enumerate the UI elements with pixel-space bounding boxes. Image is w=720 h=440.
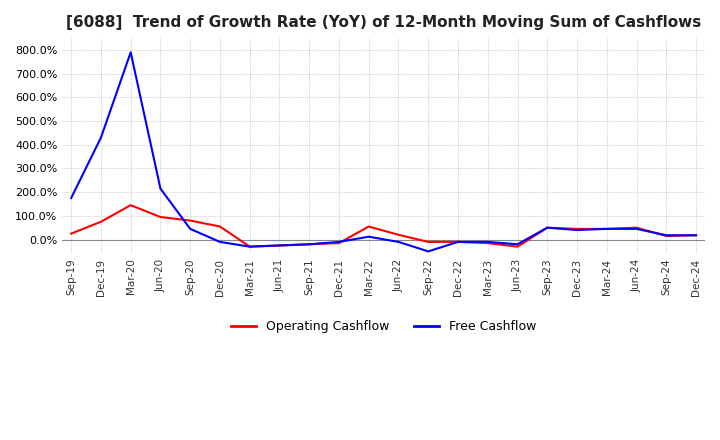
Title: [6088]  Trend of Growth Rate (YoY) of 12-Month Moving Sum of Cashflows: [6088] Trend of Growth Rate (YoY) of 12-… [66, 15, 701, 30]
Legend: Operating Cashflow, Free Cashflow: Operating Cashflow, Free Cashflow [226, 315, 541, 338]
